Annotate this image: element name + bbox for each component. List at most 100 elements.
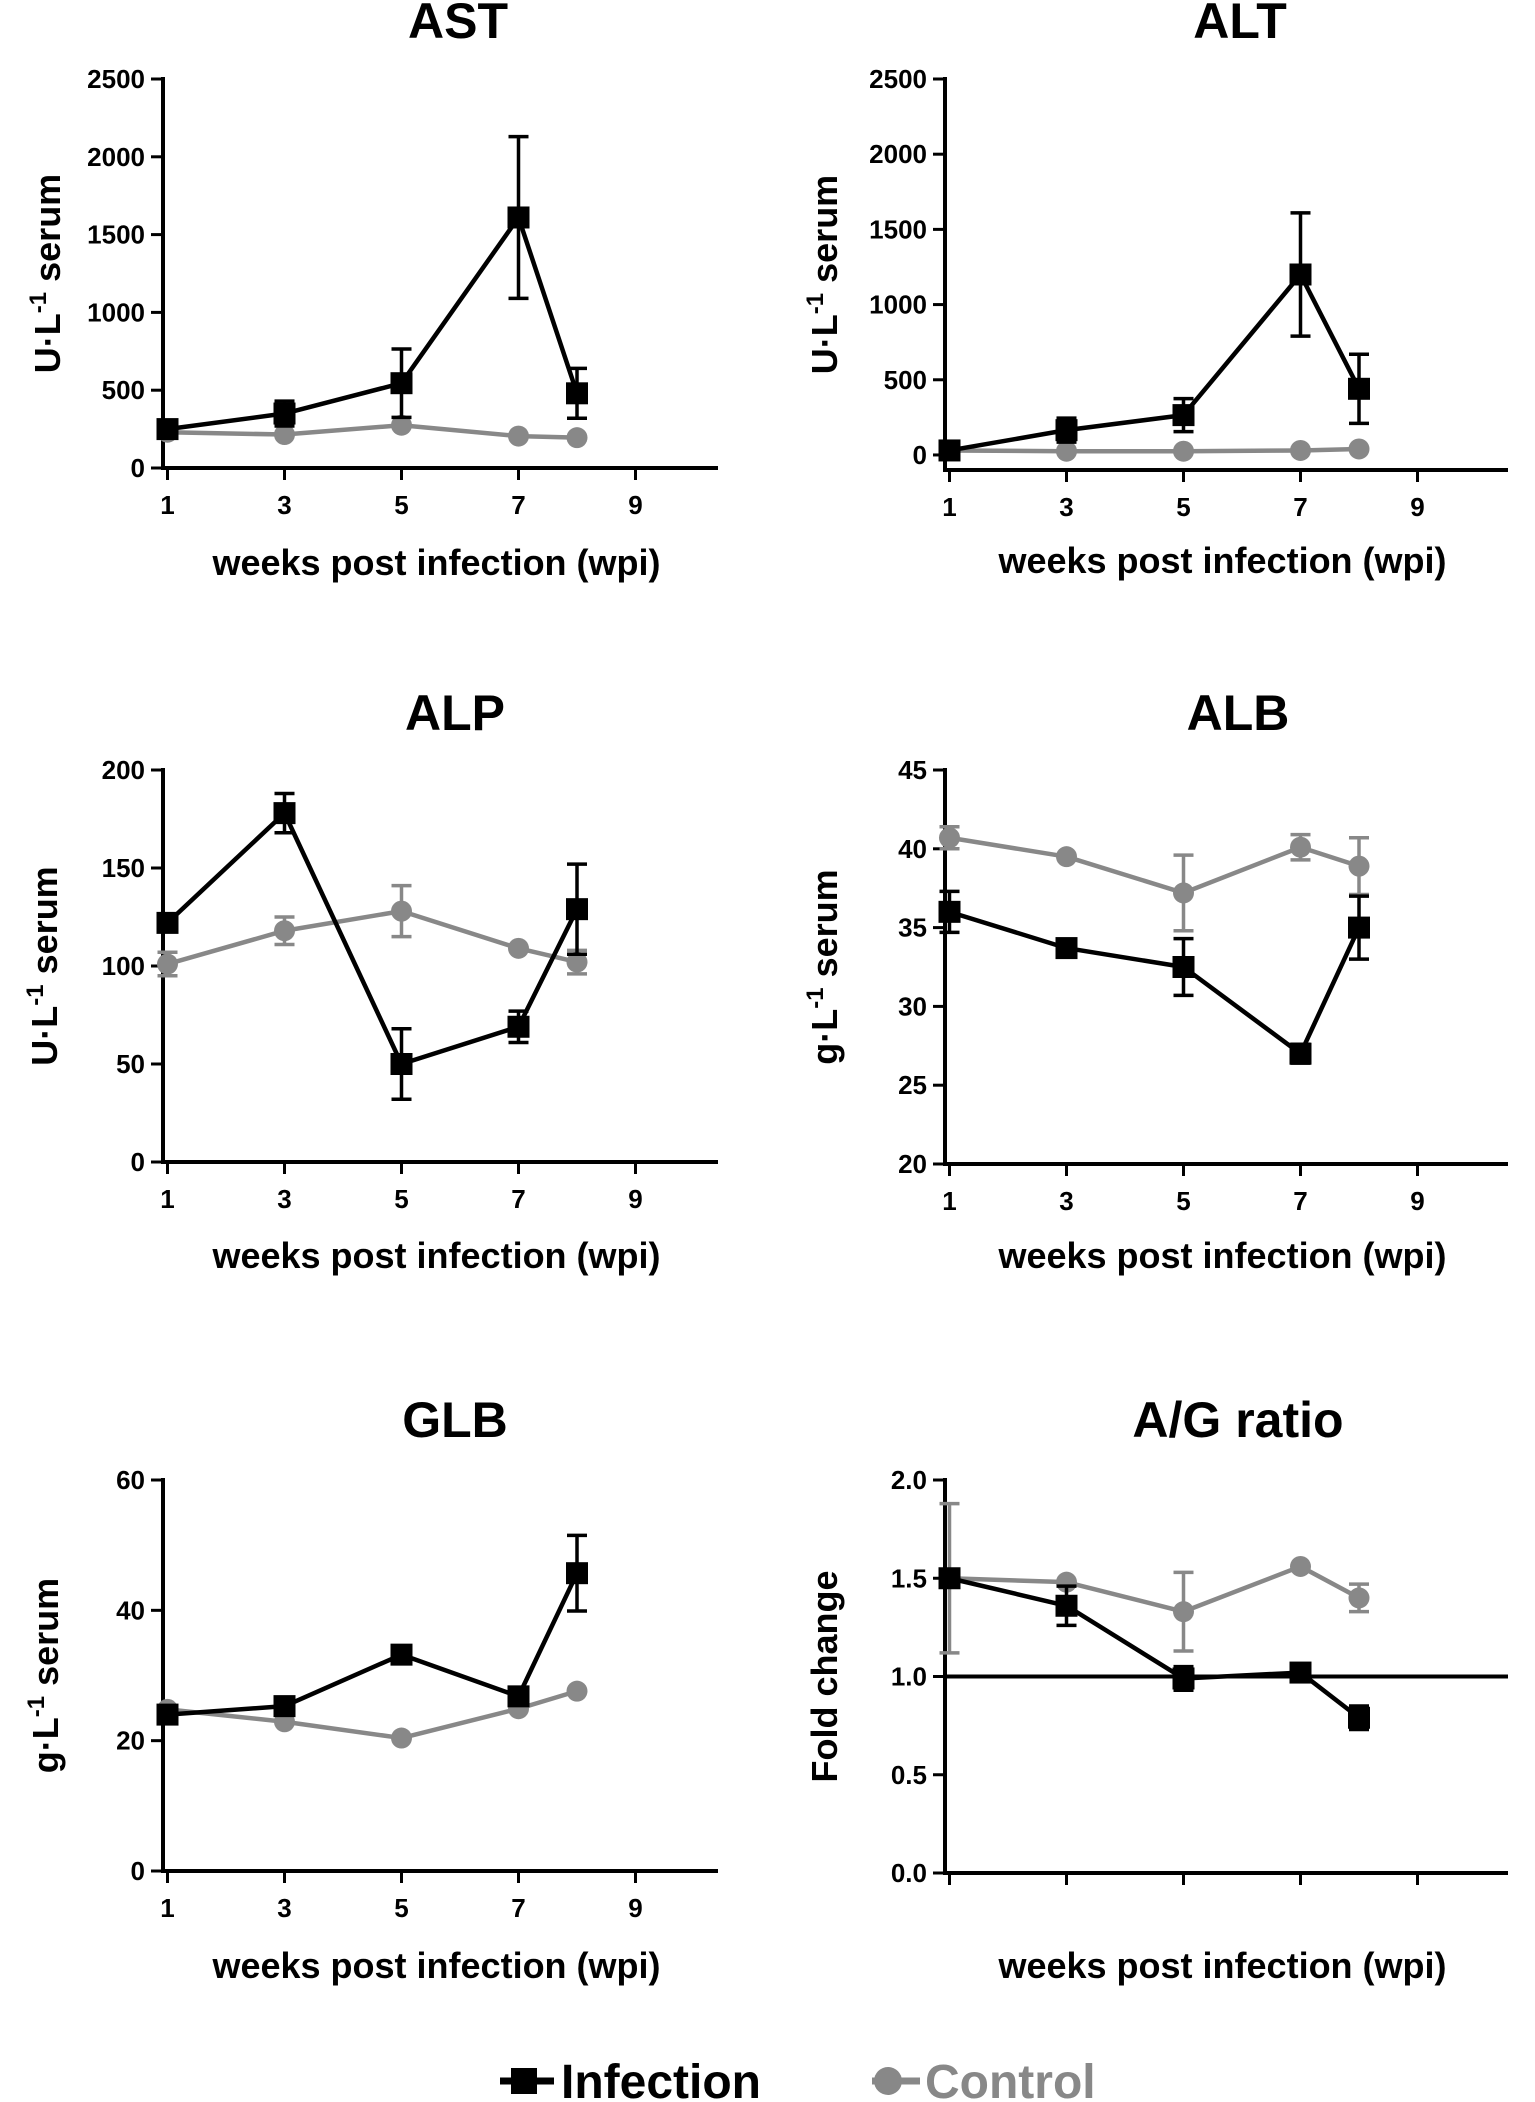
- y-tick-label: 500: [884, 365, 927, 395]
- y-tick-label: 20: [116, 1726, 145, 1756]
- y-tick-label: 2.0: [891, 1465, 927, 1495]
- data-point-control: [508, 937, 529, 959]
- series-line-infection: [948, 909, 1362, 1056]
- data-point-infection: [1172, 404, 1195, 427]
- series-infection: [938, 889, 1370, 1065]
- legend-infection-marker: [511, 2068, 537, 2094]
- data-point-control: [1290, 836, 1311, 858]
- series-control: [157, 414, 588, 449]
- series-line-infection: [949, 272, 1362, 453]
- data-point-infection: [938, 1567, 961, 1590]
- data-point-control: [157, 953, 178, 975]
- chart-title: ALP: [405, 685, 505, 741]
- y-tick-label: 0: [131, 1147, 145, 1177]
- data-point-infection: [156, 418, 179, 441]
- y-axis-label-superscript: -1: [23, 1696, 50, 1717]
- x-tick-label: 1: [942, 1186, 956, 1216]
- x-tick-label: 9: [628, 1184, 642, 1214]
- x-tick-label: 5: [1176, 492, 1190, 522]
- data-point-infection: [273, 402, 296, 425]
- series-control: [939, 824, 1370, 933]
- legend-infection-label: Infection: [561, 2056, 761, 2102]
- data-point-control: [1348, 1587, 1370, 1609]
- y-axis-label-part: U·L: [804, 314, 845, 374]
- data-point-infection: [1289, 263, 1312, 286]
- y-tick-label: 0.5: [891, 1760, 927, 1790]
- x-tick-label: 5: [394, 1184, 408, 1214]
- y-axis-label-part: Fold change: [804, 1570, 845, 1782]
- x-tick-label: 3: [1059, 1186, 1073, 1216]
- y-tick-label: 2000: [869, 139, 927, 169]
- y-axis-label: U·L-1 serum: [22, 866, 65, 1065]
- data-point-control: [566, 1680, 588, 1702]
- y-tick-label: 25: [898, 1070, 927, 1100]
- data-point-infection: [1289, 1661, 1312, 1684]
- y-tick-label: 1500: [87, 220, 145, 250]
- y-tick-label: 30: [898, 991, 927, 1021]
- data-point-control: [566, 951, 588, 973]
- y-tick-label: 100: [102, 951, 145, 981]
- data-point-infection: [566, 1562, 588, 1585]
- series-infection: [938, 1567, 1370, 1732]
- y-axis-label-part: g·L: [25, 1717, 66, 1773]
- data-point-infection: [1348, 377, 1370, 400]
- data-point-infection: [390, 1053, 413, 1075]
- x-tick-label: 1: [160, 1184, 174, 1214]
- chart-panel-a-g-ratio: A/G ratio 0.0 0.5 1.0 1.5 2.0 weeks post infec…: [804, 1392, 1508, 1986]
- chart-title: AST: [408, 0, 508, 49]
- series-control: [939, 1501, 1370, 1655]
- x-tick-label: 5: [394, 490, 408, 520]
- data-point-control: [274, 424, 295, 446]
- y-axis-label-part: g·L: [804, 1009, 845, 1065]
- series-infection: [156, 1533, 588, 1726]
- data-point-infection: [273, 802, 296, 825]
- data-point-control: [391, 900, 412, 922]
- data-point-infection: [390, 1643, 413, 1666]
- x-axis-label: weeks post infection (wpi): [997, 1945, 1446, 1986]
- y-axis-label-superscript: -1: [802, 293, 829, 314]
- legend: Infection Control: [500, 2056, 1096, 2102]
- x-tick-label: 9: [1410, 492, 1424, 522]
- y-tick-label: 500: [102, 375, 145, 405]
- data-point-control: [1290, 439, 1311, 461]
- x-tick-label: 1: [160, 490, 174, 520]
- x-tick-label: 7: [511, 1893, 525, 1923]
- data-point-control: [508, 425, 529, 447]
- y-tick-label: 2000: [87, 142, 145, 172]
- x-tick-label: 7: [511, 490, 525, 520]
- y-tick-label: 20: [898, 1149, 927, 1179]
- y-tick-label: 2500: [869, 64, 927, 94]
- y-tick-label: 50: [116, 1049, 145, 1079]
- y-axis-label-superscript: -1: [22, 984, 49, 1005]
- x-axis-label: weeks post infection (wpi): [997, 1235, 1446, 1276]
- legend-control-label: Control: [925, 2056, 1096, 2102]
- x-axis-label: weeks post infection (wpi): [211, 1235, 660, 1276]
- data-point-infection: [938, 439, 961, 462]
- y-axis-label-superscript: -1: [25, 292, 52, 313]
- data-point-infection: [156, 1703, 179, 1726]
- y-tick-label: 1500: [869, 214, 927, 244]
- x-tick-label: 7: [511, 1184, 525, 1214]
- y-axis-label-part: U·L: [27, 313, 68, 373]
- x-tick-label: 9: [628, 490, 642, 520]
- data-point-infection: [507, 1015, 530, 1038]
- data-point-control: [1056, 440, 1077, 462]
- series-infection: [156, 791, 588, 1102]
- x-tick-label: 3: [1059, 492, 1073, 522]
- x-tick-label: 3: [277, 1184, 291, 1214]
- data-point-infection: [938, 900, 961, 923]
- x-tick-label: 7: [1293, 1186, 1307, 1216]
- data-point-control: [391, 1727, 412, 1749]
- series-control: [157, 883, 588, 978]
- data-point-control: [1348, 855, 1370, 877]
- series-infection: [156, 134, 588, 441]
- chart-title: ALT: [1193, 0, 1286, 49]
- y-axis-label-superscript: -1: [802, 987, 829, 1008]
- data-point-control: [391, 414, 412, 436]
- y-axis-label: Fold change: [804, 1570, 845, 1782]
- y-axis-label-part: U·L: [24, 1006, 65, 1066]
- legend-item-control: Control: [872, 2056, 1096, 2102]
